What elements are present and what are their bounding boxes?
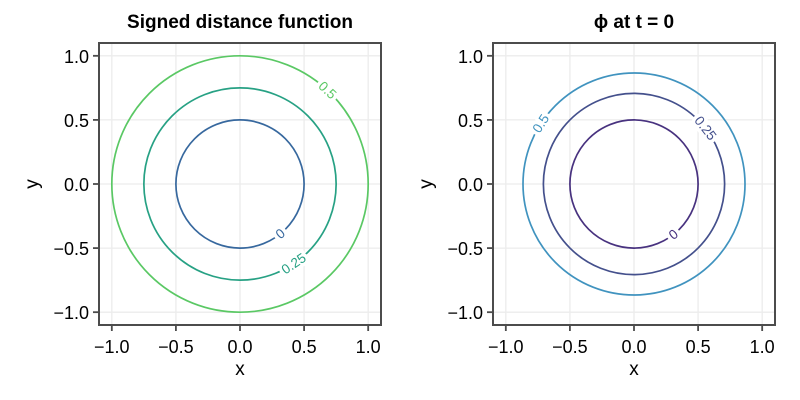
right-plot-title: ϕ at t = 0 [593,12,675,33]
plot-panel-0: 00.250.5−1.0 −0.5 0.0 0.5 1.0−1.0−0.50.00.51… [53,42,382,357]
contour-line-level-0.25 [542,92,726,276]
x-tick-label: 0.5 [292,337,317,357]
y-tick-label: 1.0 [64,47,89,67]
y-tick-label: 0.0 [458,175,483,195]
y-tick-label: −0.5 [53,239,89,259]
axis-frame [492,42,776,326]
x-tick-label: 0.0 [621,337,646,357]
y-tick-label: −0.5 [447,239,483,259]
y-tick-label: 0.5 [458,111,483,131]
right-y-axis-label: y [416,179,437,189]
y-tick-label: −1.0 [447,303,483,323]
x-tick-label: 1.0 [356,337,381,357]
y-tick-label: 0.5 [64,111,89,131]
x-tick-label: 0.5 [686,337,711,357]
contour-line-level-0 [569,119,699,249]
axis-frame [98,42,382,326]
plot-panel-1: 00.250.5−1.0 −0.5 0.0 0.5 1.0−1.0−0.50.00.51… [447,42,776,357]
y-tick-label: 0.0 [64,175,89,195]
left-plot-title: Signed distance function [127,12,353,33]
x-tick-label: −1.0 [488,337,524,357]
x-tick-label: 0.0 [227,337,252,357]
x-tick-label: 1.0 [750,337,775,357]
contour-line-level-0 [175,119,305,249]
x-tick-label: −0.5 [552,337,588,357]
y-tick-label: −1.0 [53,303,89,323]
contour-line-level-0.25 [143,87,337,281]
left-y-axis-label: y [22,179,43,189]
contour-label-0.5: 0.5 [529,112,552,136]
right-x-axis-label: x [629,359,639,380]
contour-line-level-0.5 [522,72,746,296]
contour-line-level-0.5 [110,54,370,314]
left-x-axis-label: x [235,359,245,380]
y-tick-label: 1.0 [458,47,483,67]
x-tick-label: −0.5 [158,337,194,357]
x-tick-label: −1.0 [94,337,130,357]
